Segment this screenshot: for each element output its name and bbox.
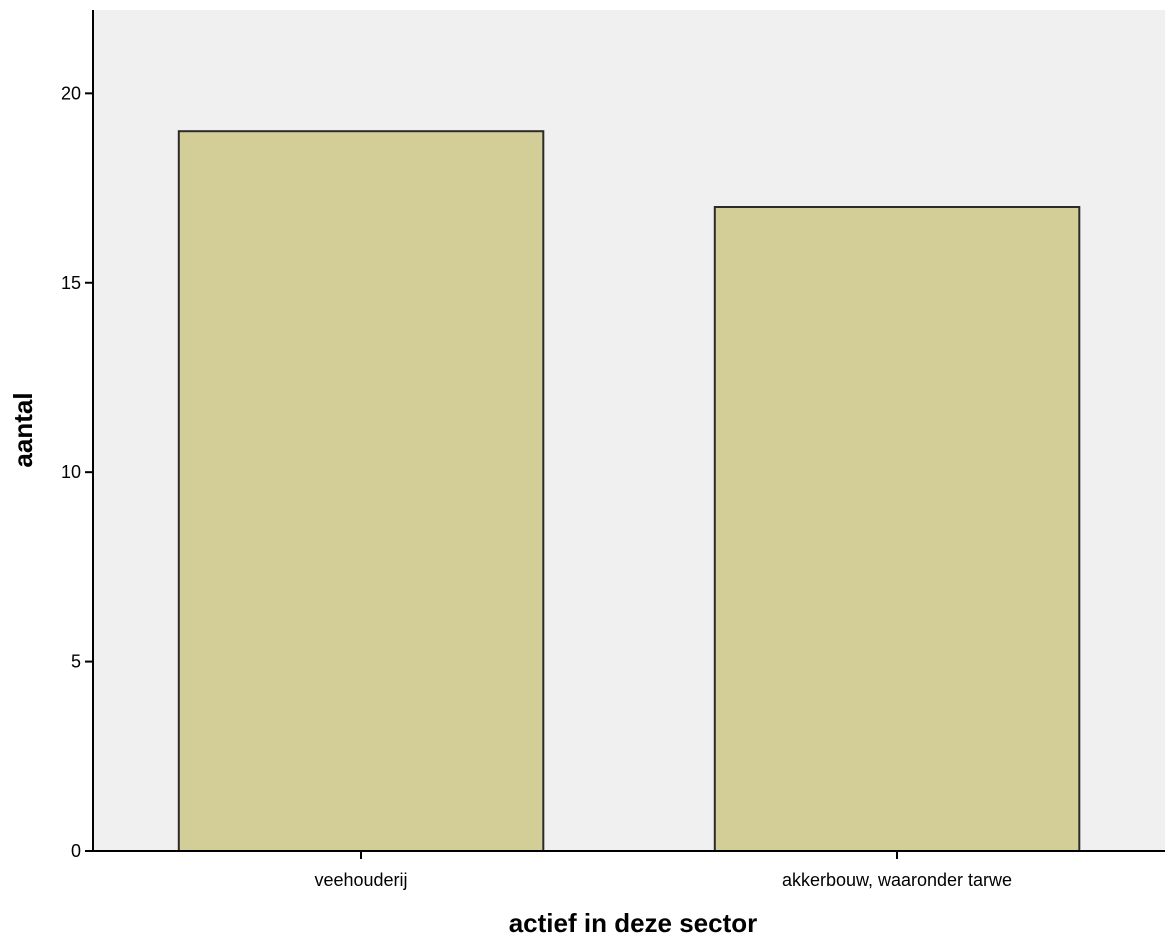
y-tick-label: 10 [61,462,81,482]
bar-0 [177,130,545,852]
bar-1 [713,206,1081,852]
x-tick-label: akkerbouw, waaronder tarwe [782,870,1012,890]
y-axis: 0 5 10 15 20 [61,10,94,861]
x-tick-label: veehouderij [314,870,407,890]
x-axis-title: actief in deze sector [509,908,758,936]
y-tick-label: 15 [61,273,81,293]
x-axis: veehouderij akkerbouw, waaronder tarwe [93,850,1165,890]
bars-group [177,130,1081,852]
y-tick-label: 5 [71,652,81,672]
y-tick-label: 20 [61,83,81,103]
y-axis-title: aantal [8,392,38,467]
y-tick-label: 0 [71,841,81,861]
